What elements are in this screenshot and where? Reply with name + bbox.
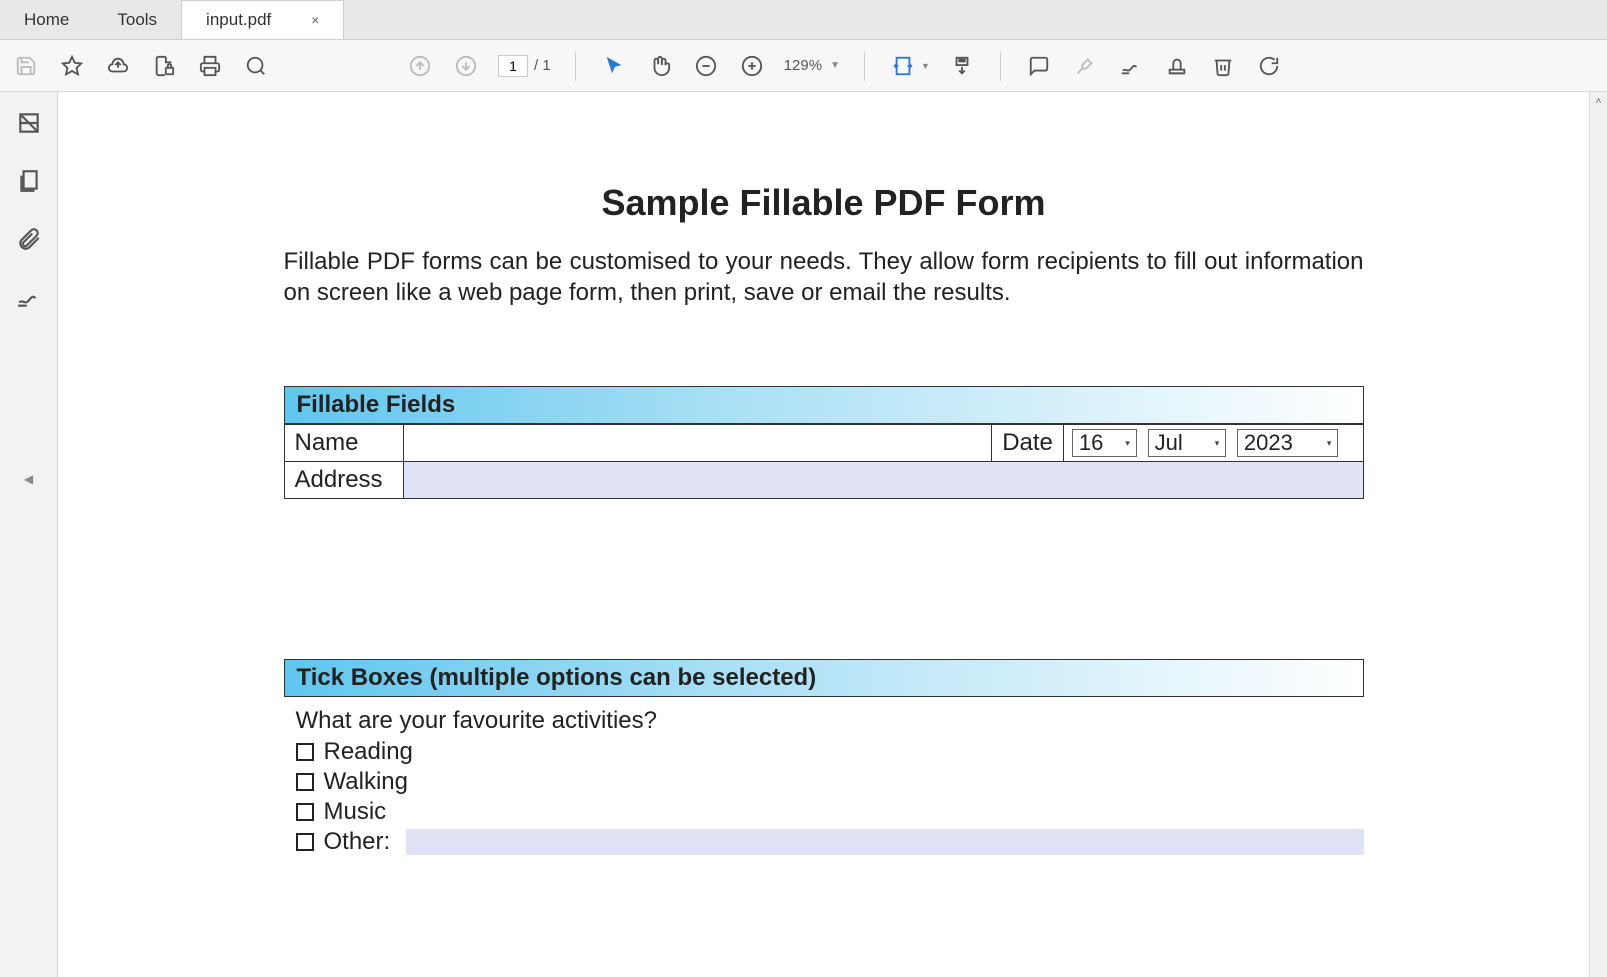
page-input[interactable]: [498, 55, 528, 77]
scroll-mode-icon[interactable]: [948, 52, 976, 80]
highlight-icon[interactable]: [1071, 52, 1099, 80]
other-field[interactable]: [406, 829, 1363, 855]
tick-item-reading: Reading: [296, 737, 1364, 767]
signature-panel-icon[interactable]: [16, 284, 42, 310]
tick-label: Music: [324, 797, 387, 827]
tick-item-walking: Walking: [296, 767, 1364, 797]
section-tickboxes-header: Tick Boxes (multiple options can be sele…: [284, 659, 1364, 697]
page-indicator: / 1: [498, 55, 551, 77]
tick-label: Other:: [324, 827, 391, 857]
attachment-icon[interactable]: [16, 226, 42, 252]
address-field[interactable]: [404, 462, 1363, 499]
checkbox-music[interactable]: [296, 803, 314, 821]
tab-file-label: input.pdf: [206, 10, 271, 30]
close-icon[interactable]: ×: [311, 12, 319, 28]
tick-list: Reading Walking Music Other:: [296, 737, 1364, 857]
toolbar: / 1 129% ▼ ▼: [0, 40, 1607, 92]
left-sidebar: ◀: [0, 92, 58, 977]
fit-width-icon[interactable]: [889, 52, 917, 80]
chevron-down-icon: ▼: [830, 60, 840, 71]
comment-icon[interactable]: [1025, 52, 1053, 80]
star-icon[interactable]: [58, 52, 86, 80]
pages-icon[interactable]: [16, 168, 42, 194]
name-label: Name: [284, 425, 404, 462]
tick-item-other: Other:: [296, 827, 1364, 857]
sign-icon[interactable]: [1117, 52, 1145, 80]
tick-label: Walking: [324, 767, 408, 797]
selection-cursor-icon[interactable]: [600, 52, 628, 80]
document-page: Sample Fillable PDF Form Fillable PDF fo…: [174, 92, 1474, 857]
tab-home[interactable]: Home: [0, 0, 93, 39]
delete-icon[interactable]: [1209, 52, 1237, 80]
date-year-dropdown[interactable]: 2023▾: [1237, 429, 1338, 457]
vertical-scrollbar[interactable]: ˄: [1589, 92, 1607, 977]
tick-question: What are your favourite activities?: [296, 707, 1364, 735]
date-label: Date: [992, 425, 1064, 462]
name-field[interactable]: [404, 425, 992, 462]
save-icon[interactable]: [12, 52, 40, 80]
document-title: Sample Fillable PDF Form: [284, 182, 1364, 224]
tab-file[interactable]: input.pdf ×: [181, 0, 344, 39]
document-intro: Fillable PDF forms can be customised to …: [284, 246, 1364, 308]
checkbox-other[interactable]: [296, 833, 314, 851]
address-label: Address: [284, 462, 404, 499]
tab-tools[interactable]: Tools: [93, 0, 181, 39]
cloud-upload-icon[interactable]: [104, 52, 132, 80]
hand-pan-icon[interactable]: [646, 52, 674, 80]
date-month-dropdown[interactable]: Jul▾: [1148, 429, 1227, 457]
page-total: / 1: [534, 57, 551, 74]
zoom-out-icon[interactable]: [692, 52, 720, 80]
tick-label: Reading: [324, 737, 413, 767]
page-up-icon[interactable]: [406, 52, 434, 80]
collapse-caret-icon[interactable]: ◀: [24, 472, 33, 486]
form-table: Name Date 16▾ Jul▾ 2023▾ Address: [284, 424, 1364, 499]
stamp-icon[interactable]: [1163, 52, 1191, 80]
scrollbar-up-icon[interactable]: ˄: [1590, 92, 1607, 110]
checkbox-walking[interactable]: [296, 773, 314, 791]
date-cell: 16▾ Jul▾ 2023▾: [1063, 425, 1363, 462]
zoom-level[interactable]: 129% ▼: [784, 57, 840, 74]
page-down-icon[interactable]: [452, 52, 480, 80]
zoom-value: 129%: [784, 57, 822, 74]
chevron-down-icon: ▼: [921, 61, 930, 71]
checkbox-reading[interactable]: [296, 743, 314, 761]
zoom-in-icon[interactable]: [738, 52, 766, 80]
date-day-dropdown[interactable]: 16▾: [1072, 429, 1137, 457]
print-icon[interactable]: [196, 52, 224, 80]
tab-bar: Home Tools input.pdf ×: [0, 0, 1607, 40]
search-icon[interactable]: [242, 52, 270, 80]
rotate-icon[interactable]: [1255, 52, 1283, 80]
thumbnails-icon[interactable]: [16, 110, 42, 136]
tick-item-music: Music: [296, 797, 1364, 827]
document-viewport[interactable]: Sample Fillable PDF Form Fillable PDF fo…: [58, 92, 1589, 977]
lock-page-icon[interactable]: [150, 52, 178, 80]
section-fillable-header: Fillable Fields: [284, 386, 1364, 424]
